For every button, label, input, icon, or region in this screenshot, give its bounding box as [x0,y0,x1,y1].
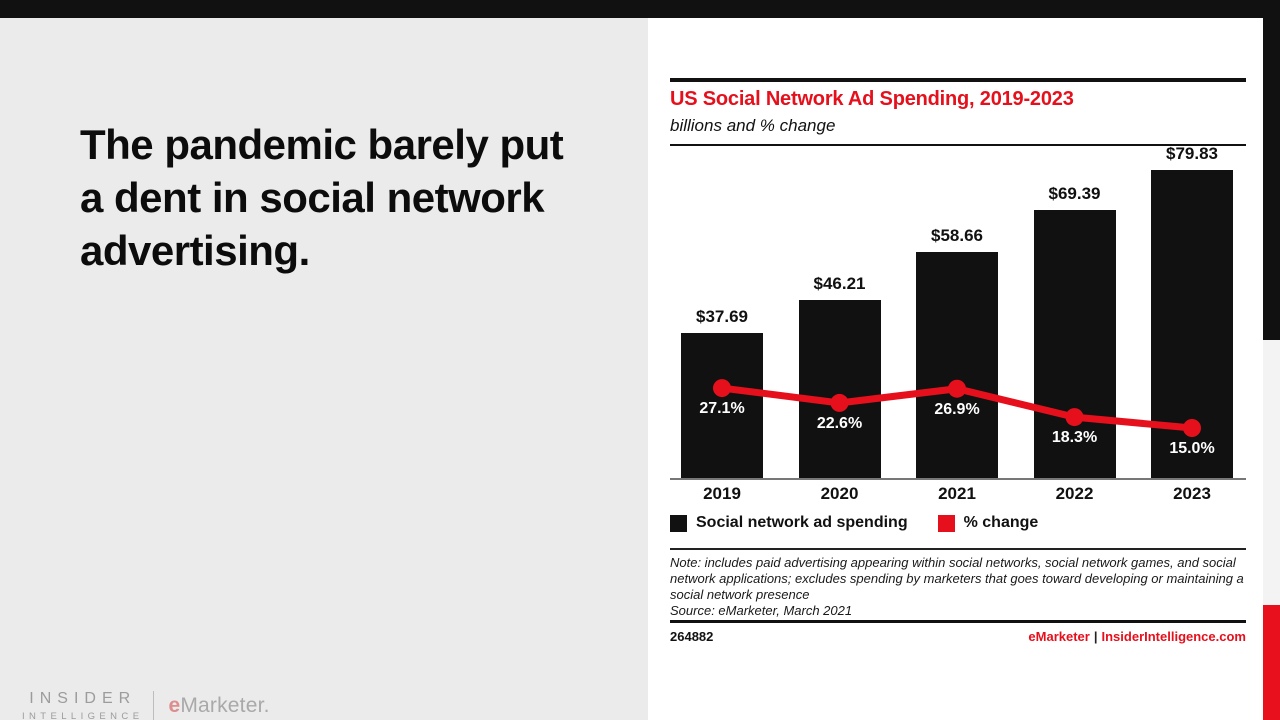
chart-note: Note: includes paid advertising appearin… [670,555,1246,619]
left-panel: The pandemic barely put a dent in social… [0,18,648,720]
legend-item-spending: Social network ad spending [670,514,908,532]
footer-emarketer: eMarketer [1028,629,1090,644]
pct-change-dot-2022 [1065,408,1084,427]
year-label-2020: 2020 [820,484,859,503]
emarketer-wordmark: eMarketer. [168,694,269,718]
note-top-rule [670,548,1246,550]
year-label-2023: 2023 [1173,484,1211,503]
chart-legend: Social network ad spending % change [670,514,1246,532]
pct-change-dot-2020 [830,393,849,412]
legend-label-spending: Social network ad spending [696,514,908,531]
insider-intelligence-wordmark: INSIDER INTELLIGENCE [22,690,143,720]
top-black-bar [0,0,1280,18]
legend-swatch-black [670,514,687,532]
bar-2021 [916,252,998,478]
logo-insider-text: INSIDER [29,690,137,707]
pct-label-2021: 26.9% [934,400,980,418]
year-label-2021: 2021 [938,484,976,503]
bar-value-label-2023: $79.83 [1166,144,1218,163]
emarketer-e: e [168,694,181,717]
x-axis-labels: 2019 2020 2021 2022 2023 [670,484,1246,506]
headline: The pandemic barely put a dent in social… [80,121,564,274]
chart-top-rule [670,78,1246,82]
pct-label-2019: 27.1% [699,400,745,418]
footer-rule [670,620,1246,623]
pct-label-2022: 18.3% [1051,429,1098,447]
footer-pipe: | [1093,629,1098,644]
bar-2022 [1033,210,1116,478]
pct-change-line [713,379,1201,437]
pct-change-dot-2023 [1183,419,1201,437]
bar-2019 [681,333,763,478]
source-text: Source: eMarketer, March 2021 [670,603,853,618]
pct-label-2023: 15.0% [1169,440,1215,457]
chart-title: US Social Network Ad Spending, 2019-2023 [670,88,1074,110]
logo-divider [153,691,155,720]
bar-value-label-2022: $69.39 [1048,184,1101,203]
pct-change-dot-2021 [948,379,966,398]
bar-line-chart: $37.69 27.1% $46.21 22.6% $58.66 26.9% $69.39 1… [670,144,1246,480]
insider-intelligence-logo: INSIDER INTELLIGENCE eMarketer. [22,690,270,720]
right-strip-gray [1263,340,1280,605]
bar-2020 [798,300,881,478]
emarketer-rest: Marketer. [180,694,270,717]
legend-item-pct-change: % change [937,514,1039,532]
chart-subtitle-rule [670,144,1246,146]
logo-intelligence-text: INTELLIGENCE [22,711,144,720]
pct-label-2020: 22.6% [816,414,863,432]
year-label-2019: 2019 [703,484,741,503]
chart-id: 264882 [670,629,714,644]
note-text: Note: includes paid advertising appearin… [670,555,1244,602]
year-label-2022: 2022 [1055,484,1094,503]
right-strip-black [1263,0,1280,340]
footer-brand: eMarketer | InsiderIntelligence.com [1028,629,1246,644]
bar-value-label-2020: $46.21 [813,274,866,293]
legend-swatch-red [937,514,955,532]
chart-panel: US Social Network Ad Spending, 2019-2023… [648,18,1263,720]
bar-value-label-2019: $37.69 [696,307,748,326]
right-strip-red [1263,605,1280,720]
legend-label-pct-change: % change [963,514,1039,531]
pct-change-dot-2019 [713,379,731,398]
footer-site: InsiderIntelligence.com [1101,629,1247,644]
chart-subtitle: billions and % change [670,116,836,135]
chart-footer: 264882 eMarketer | InsiderIntelligence.com [670,629,1246,644]
bar-value-label-2021: $58.66 [931,226,983,245]
